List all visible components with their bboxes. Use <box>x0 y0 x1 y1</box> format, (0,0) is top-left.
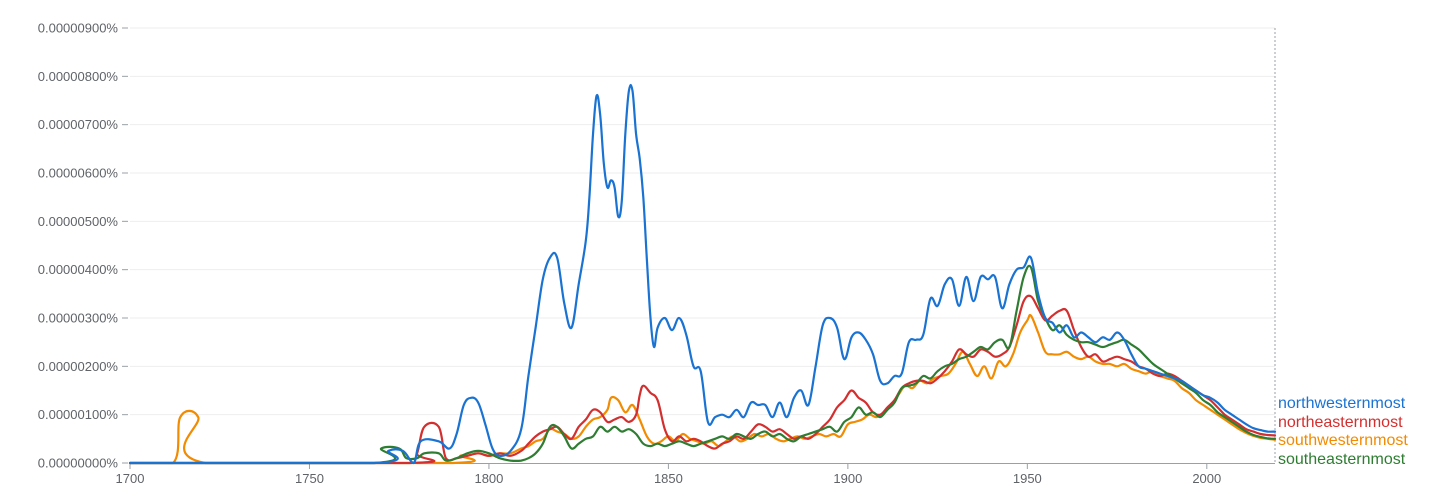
x-tick-label: 1700 <box>116 471 145 486</box>
series-line-southeasternmost <box>128 264 1277 465</box>
x-tick-label: 1900 <box>833 471 862 486</box>
x-tick-label: 1800 <box>474 471 503 486</box>
x-tick-label: 1850 <box>654 471 683 486</box>
x-tick-label: 1950 <box>1013 471 1042 486</box>
y-tick-label: 0.00000700% <box>38 117 119 132</box>
y-tick-label: 0.00000100% <box>38 407 119 422</box>
legend-entry-northeasternmost: northeasternmost <box>1278 414 1403 431</box>
series-line-northwesternmost <box>128 83 1277 465</box>
y-tick-label: 0.00000400% <box>38 262 119 277</box>
y-tick-label: 0.00000300% <box>38 311 119 326</box>
legend-entry-southeasternmost: southeasternmost <box>1278 451 1406 468</box>
y-tick-label: 0.00000500% <box>38 214 119 229</box>
y-tick-label: 0.00000800% <box>38 69 119 84</box>
legend-entry-northwesternmost: northwesternmost <box>1278 395 1406 412</box>
x-tick-label: 2000 <box>1192 471 1221 486</box>
series-group <box>128 83 1277 465</box>
y-tick-label: 0.00000000% <box>38 456 119 471</box>
y-tick-label: 0.00000900% <box>38 21 119 36</box>
y-tick-label: 0.00000200% <box>38 359 119 374</box>
x-tick-label: 1750 <box>295 471 324 486</box>
grid-lines <box>130 27 1275 416</box>
x-axis: 1700 1750 1800 1850 1900 1950 2000 <box>116 463 1221 486</box>
series-line-northeasternmost <box>128 294 1277 465</box>
legend: northwesternmost northeasternmostsouthwes… <box>1278 395 1408 468</box>
legend-entry-southwesternmost: southwesternmost <box>1278 432 1408 449</box>
y-axis: 0.00000000% 0.00000100% 0.00000200% 0.00000… <box>38 21 128 471</box>
y-tick-label: 0.00000600% <box>38 166 119 181</box>
